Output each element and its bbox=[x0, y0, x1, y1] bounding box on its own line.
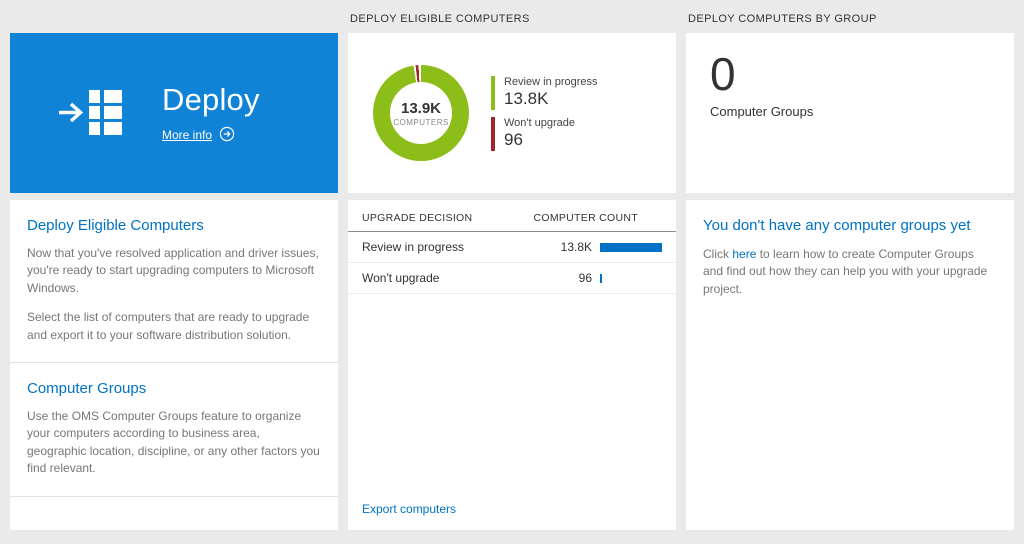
row-bar bbox=[600, 273, 602, 283]
deploy-icon bbox=[38, 84, 148, 142]
more-info-link[interactable]: More info bbox=[162, 126, 235, 145]
eligible-computers-header: DEPLOY ELIGIBLE COMPUTERS bbox=[350, 13, 530, 25]
section-deploy-eligible: Deploy Eligible Computers Now that you'v… bbox=[10, 200, 338, 363]
export-computers-link[interactable]: Export computers bbox=[362, 502, 457, 516]
legend-label: Review in progress bbox=[504, 75, 598, 88]
legend-value: 96 bbox=[504, 129, 523, 149]
upgrade-decision-table-panel: UPGRADE DECISION COMPUTER COUNT Review i… bbox=[348, 200, 676, 530]
deploy-blade-tile: Deploy More info bbox=[10, 33, 338, 193]
row-value: 13.8K bbox=[560, 240, 592, 254]
section-heading: Computer Groups bbox=[27, 379, 147, 397]
legend-label: Won't upgrade bbox=[504, 116, 576, 129]
section-computer-groups: Computer Groups Use the OMS Computer Gro… bbox=[10, 363, 338, 497]
column-eligible-computers: DEPLOY ELIGIBLE COMPUTERS 13.9K COMPUTER… bbox=[348, 0, 676, 530]
section-empty bbox=[10, 497, 338, 530]
legend-swatch-red bbox=[491, 116, 495, 151]
column-header-computer-count: COMPUTER COUNT bbox=[533, 212, 638, 224]
no-groups-panel: You don't have any computer groups yet C… bbox=[686, 200, 1014, 530]
section-paragraph: Use the OMS Computer Groups feature to o… bbox=[27, 408, 320, 476]
column-header-upgrade-decision: UPGRADE DECISION bbox=[362, 212, 473, 224]
column-header-empty bbox=[10, 0, 338, 33]
computers-by-group-header: DEPLOY COMPUTERS BY GROUP bbox=[688, 13, 877, 25]
legend-item-wont-upgrade: Won't upgrade 96 bbox=[491, 116, 598, 151]
row-label: Review in progress bbox=[362, 240, 465, 254]
row-bar-track bbox=[600, 273, 662, 283]
here-link[interactable]: here bbox=[732, 247, 757, 261]
computer-groups-count-tile: 0 Computer Groups bbox=[686, 33, 1014, 193]
row-bar-track bbox=[600, 242, 662, 252]
more-info-label: More info bbox=[162, 128, 213, 142]
eligible-computers-chart-tile: 13.9K COMPUTERS Review in progress 13.8K bbox=[348, 33, 676, 193]
deploy-description-panel: Deploy Eligible Computers Now that you'v… bbox=[10, 200, 338, 530]
column-computers-by-group: DEPLOY COMPUTERS BY GROUP 0 Computer Gro… bbox=[686, 0, 1014, 530]
donut-total-label: COMPUTERS bbox=[393, 117, 449, 127]
legend-value: 13.8K bbox=[504, 88, 549, 108]
legend-swatch-green bbox=[491, 75, 495, 110]
legend-item-review: Review in progress 13.8K bbox=[491, 75, 598, 110]
table-row[interactable]: Review in progress 13.8K bbox=[348, 232, 676, 263]
row-value: 96 bbox=[578, 271, 592, 285]
computer-groups-count: 0 bbox=[710, 48, 736, 100]
computer-groups-count-label: Computer Groups bbox=[710, 103, 814, 119]
no-groups-text: Click here to learn how to create Comput… bbox=[703, 246, 997, 298]
section-paragraph: Now that you've resolved application and… bbox=[27, 246, 319, 295]
row-bar bbox=[600, 242, 662, 252]
text-after-link: to learn how to create Computer Groups a… bbox=[703, 247, 988, 296]
donut-total-value: 13.9K bbox=[400, 99, 442, 117]
page-title: Deploy bbox=[162, 81, 260, 117]
column-deploy: Deploy More info Deploy Eligible bbox=[10, 0, 338, 530]
text-before-link: Click bbox=[703, 247, 733, 261]
section-heading: Deploy Eligible Computers bbox=[27, 217, 204, 234]
table-header: UPGRADE DECISION COMPUTER COUNT bbox=[348, 200, 676, 232]
table-row[interactable]: Won't upgrade 96 bbox=[348, 263, 676, 294]
donut-center: 13.9K COMPUTERS bbox=[390, 82, 452, 144]
no-groups-heading: You don't have any computer groups yet bbox=[703, 217, 971, 234]
donut-chart[interactable]: 13.9K COMPUTERS bbox=[373, 65, 469, 161]
section-paragraph: Select the list of computers that are re… bbox=[27, 310, 310, 342]
chart-legend: Review in progress 13.8K Won't upgrade 9… bbox=[491, 69, 598, 158]
arrow-circle-icon bbox=[219, 126, 235, 145]
row-label: Won't upgrade bbox=[362, 271, 440, 285]
